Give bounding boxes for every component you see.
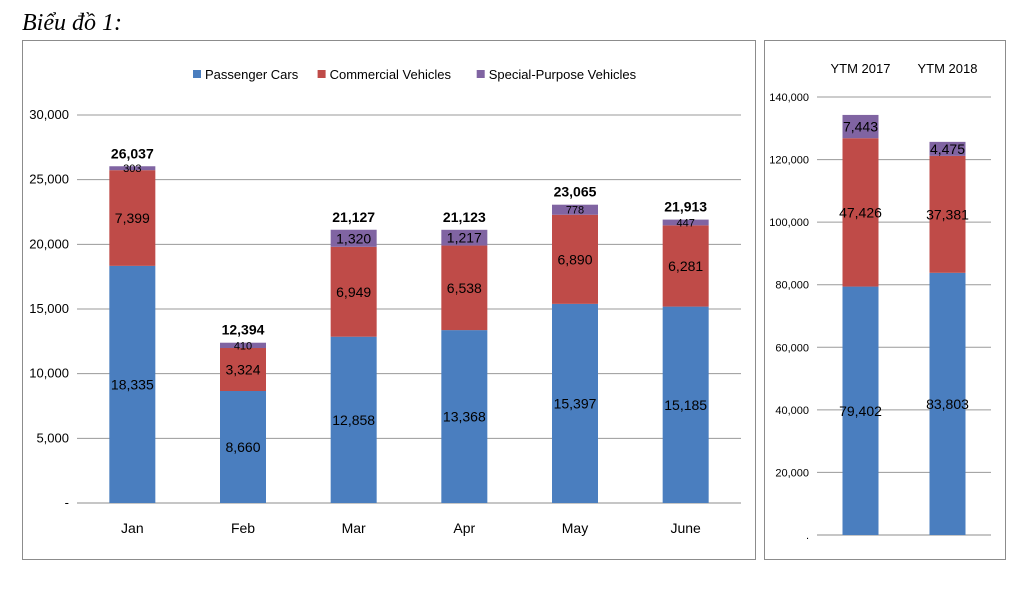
y-tick-label: 5,000 [36,430,69,445]
data-label-commercial-vehicles: 6,281 [668,258,703,274]
ytd-chart-panel: . 20,000 40,000 60,000 80,000 100,000 120,000 1… [764,40,1006,560]
bar-commercial-vehicles [109,170,156,266]
bar-special-purpose-vehicles [109,166,156,171]
bar-special-purpose-vehicles [441,229,488,246]
bar-special-purpose-vehicles [929,141,966,156]
data-label-passenger-cars: 15,185 [664,397,707,413]
total-label: 21,127 [332,209,375,225]
bar-passenger-cars [662,306,709,503]
bar-passenger-cars [109,265,156,503]
x-tick-label: YTM 2017 [831,61,891,76]
x-tick-label: Apr [453,520,475,536]
monthly-chart-panel: - 5,000 10,000 15,000 20,000 25,000 30,000 18,3… [22,40,756,560]
bar-commercial-vehicles [842,138,879,287]
bar-special-purpose-vehicles [662,219,709,226]
y-tick-label: - [65,495,69,510]
ytd-stacked-bar-chart: . 20,000 40,000 60,000 80,000 100,000 120,000 1… [769,61,991,542]
bar-passenger-cars [929,272,966,535]
data-label-commercial-vehicles: 6,890 [557,251,592,267]
total-label: 21,913 [664,199,707,215]
y-tick-label: 140,000 [769,92,809,104]
data-label-special-purpose-vehicles: 4,475 [930,141,965,157]
y-tick-label: . [806,530,809,542]
data-label-commercial-vehicles: 3,324 [225,362,260,378]
y-tick-label: 100,000 [769,217,809,229]
data-label-special-purpose-vehicles: 1,320 [336,230,371,246]
x-tick-label: YTM 2018 [918,61,978,76]
legend-swatch-passenger-cars [193,70,201,78]
data-label-commercial-vehicles: 47,426 [839,204,882,220]
y-tick-label: 20,000 [775,467,809,479]
legend-label-commercial-vehicles: Commercial Vehicles [330,67,452,82]
data-label-commercial-vehicles: 6,949 [336,284,371,300]
x-tick-label: May [562,520,588,536]
x-tick-label: June [670,520,701,536]
x-tick-label: Feb [231,520,255,536]
y-tick-label: 20,000 [29,236,69,251]
data-label-special-purpose-vehicles: 778 [566,205,584,217]
y-tick-label: 25,000 [29,172,69,187]
bar-passenger-cars [441,330,488,503]
bar-commercial-vehicles [441,245,488,331]
total-label: 23,065 [554,184,597,200]
x-tick-label: Mar [342,520,366,536]
data-label-special-purpose-vehicles: 410 [234,340,252,352]
bar-special-purpose-vehicles [220,342,266,349]
chart-heading: Biểu đồ 1: [22,10,122,36]
data-label-special-purpose-vehicles: 1,217 [447,230,482,246]
bar-special-purpose-vehicles [842,114,879,139]
bar-passenger-cars [552,303,598,503]
legend-swatch-commercial-vehicles [317,70,326,78]
y-tick-label: 60,000 [775,342,809,354]
data-label-passenger-cars: 79,402 [839,403,882,419]
data-label-commercial-vehicles: 37,381 [926,206,969,222]
bar-commercial-vehicles [552,214,598,304]
y-tick-label: 40,000 [775,405,809,417]
data-label-passenger-cars: 83,803 [926,396,969,412]
data-label-commercial-vehicles: 6,538 [447,280,482,296]
total-label: 26,037 [111,145,154,161]
data-label-passenger-cars: 15,397 [554,395,597,411]
data-label-special-purpose-vehicles: 303 [123,163,141,175]
legend-label-passenger-cars: Passenger Cars [205,67,299,82]
bar-commercial-vehicles [220,348,266,391]
data-label-special-purpose-vehicles: 7,443 [843,119,878,135]
monthly-stacked-bar-chart: - 5,000 10,000 15,000 20,000 25,000 30,000 18,3… [29,67,741,536]
total-label: 12,394 [222,322,265,338]
legend-swatch-special-purpose-vehicles [476,70,485,78]
data-label-passenger-cars: 18,335 [111,376,154,392]
bar-special-purpose-vehicles [552,204,598,215]
y-tick-label: 15,000 [29,301,69,316]
bar-commercial-vehicles [662,225,709,307]
data-label-passenger-cars: 8,660 [225,439,260,455]
bar-passenger-cars [330,336,377,503]
bar-special-purpose-vehicles [330,229,377,247]
y-tick-label: 120,000 [769,155,809,167]
legend-label-special-purpose-vehicles: Special-Purpose Vehicles [489,67,637,82]
data-label-commercial-vehicles: 7,399 [115,210,150,226]
y-tick-label: 30,000 [29,107,69,122]
total-label: 21,123 [443,209,486,225]
bar-passenger-cars [220,390,266,503]
y-tick-label: 10,000 [29,366,69,381]
bar-commercial-vehicles [929,155,966,273]
y-tick-label: 80,000 [775,280,809,292]
data-label-special-purpose-vehicles: 447 [676,217,694,229]
x-tick-label: Jan [121,520,144,536]
data-label-passenger-cars: 13,368 [443,409,486,425]
bar-passenger-cars [842,286,879,535]
bar-commercial-vehicles [330,246,377,337]
data-label-passenger-cars: 12,858 [332,412,375,428]
